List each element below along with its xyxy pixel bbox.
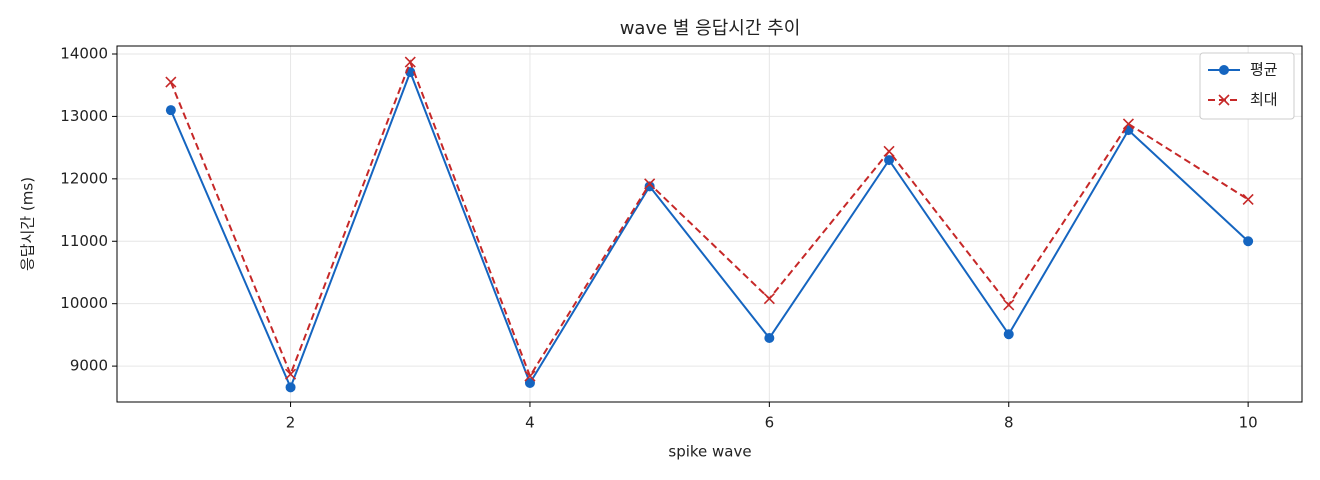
legend-label: 평균: [1250, 61, 1278, 79]
chart-title: wave 별 응답시간 추이: [620, 18, 801, 39]
series-line: [169, 69, 1249, 390]
point: [884, 155, 895, 166]
x-tick-label: 10: [1239, 414, 1258, 432]
point: [883, 145, 895, 157]
point: [165, 105, 176, 116]
point: [524, 377, 535, 388]
point: [763, 293, 775, 305]
x-axis-label: spike wave: [668, 443, 751, 461]
point: [284, 368, 297, 380]
plot-frame: [116, 45, 1303, 403]
x-tick-label: 8: [1004, 414, 1014, 432]
point: [1122, 118, 1135, 130]
point: [404, 56, 416, 68]
point: [1242, 193, 1254, 206]
y-axis-label: 응답시간 (ms): [19, 177, 37, 271]
x-tick-label: 6: [765, 414, 775, 432]
point: [1243, 236, 1254, 247]
point: [764, 333, 775, 344]
point: [165, 76, 177, 88]
legend-box: [1199, 52, 1295, 120]
point: [644, 178, 656, 190]
point: [285, 382, 296, 393]
y-tick-label: 10000: [60, 294, 108, 312]
point: [644, 181, 655, 192]
y-tick-label: 9000: [70, 357, 108, 375]
point: [524, 370, 536, 382]
y-tick-label: 12000: [60, 169, 108, 187]
legend-marker: [1219, 65, 1229, 75]
series-line: [169, 59, 1249, 379]
legend-label: 최대: [1250, 91, 1278, 109]
x-tick-label: 2: [286, 414, 296, 432]
y-tick-label: 14000: [60, 44, 108, 62]
point: [1003, 329, 1014, 340]
y-tick-label: 13000: [60, 107, 108, 125]
legend-marker: [1218, 94, 1230, 106]
point: [1003, 299, 1015, 311]
x-tick-label: 4: [525, 414, 535, 432]
y-tick-label: 11000: [60, 232, 108, 250]
